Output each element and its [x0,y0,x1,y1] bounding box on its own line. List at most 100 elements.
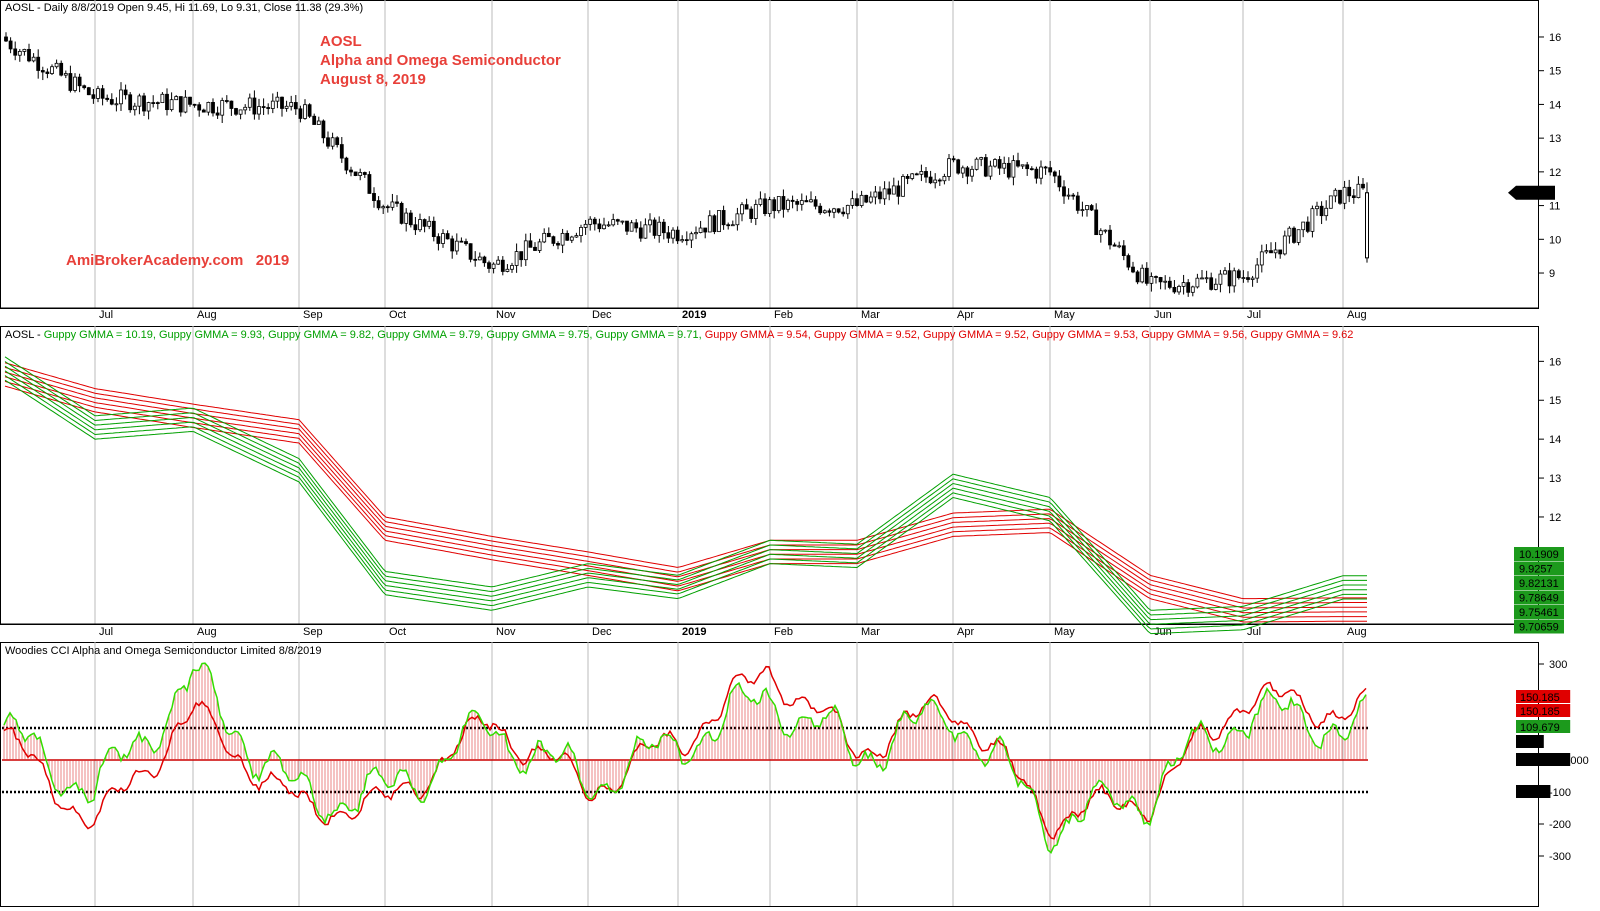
candle-body [602,224,606,230]
candle-body [50,66,54,74]
candle [82,84,87,90]
candle [169,92,174,112]
candle [385,204,390,213]
candle [1209,272,1214,291]
candle [1121,240,1126,261]
candle-body [1356,183,1361,199]
candle-body [473,258,478,261]
cci-value-label: 150.185 [1520,706,1560,718]
candle [174,95,179,101]
gmma-value-box [1514,590,1564,605]
candle [1103,229,1108,234]
candle-body [468,243,473,260]
candle [956,158,961,175]
candle [901,174,905,197]
candle [1296,229,1301,246]
gmma-label: Guppy GMMA = 9.79, [377,329,486,341]
candle [629,220,634,232]
x-tick-label: Dec [592,309,612,321]
candle-body [1011,160,1016,178]
candle-body [183,96,188,113]
candle [220,97,225,123]
cci-value-tag: 150.185 [1516,704,1571,718]
candle [1025,161,1030,176]
candle-body [629,222,634,232]
candle-body [1273,249,1278,254]
candle-body [942,176,947,182]
y-tick-label: -100 [1549,787,1571,799]
candle [551,235,556,247]
candle [671,227,675,244]
gmma-value-tag: 9.70659 [1514,619,1564,634]
candle-body [238,109,243,115]
candle [1200,270,1204,280]
candle-body [243,106,248,111]
candle [1347,179,1352,203]
candle-body [123,89,128,96]
candle-body [583,223,588,228]
candle-body [588,218,593,225]
candle-body [128,94,133,111]
candle [404,208,409,232]
candle-body [1259,251,1264,266]
candle [160,92,165,104]
candle [537,238,542,254]
y-tick-label: -200 [1549,819,1571,831]
gmma-label: Guppy GMMA = 9.93, [159,329,268,341]
candle [1319,201,1324,225]
candle-body [565,232,570,241]
candle-body [928,176,933,184]
candle [321,119,326,144]
candle [634,219,639,233]
candle [450,235,455,259]
candle-body [615,219,620,222]
candle [528,233,533,248]
candle-body [431,220,436,237]
x-tick-label: Oct [389,626,406,638]
candle-body [1204,277,1209,280]
x-tick-label: Mar [861,309,880,321]
candle [1227,262,1232,294]
x-tick-label: Jun [1154,309,1172,321]
candle [339,137,344,163]
candle [781,189,786,218]
candle-body [620,220,625,223]
candle-body [786,199,790,210]
gmma-panel: 16151413121110.19099.92579.821319.786499… [4,356,1564,635]
candle [749,206,754,223]
candle [1085,205,1089,217]
candle [146,101,151,120]
candle-body [519,251,524,261]
candle-body [1108,229,1112,246]
y-tick-label: 15 [1549,395,1561,407]
candle [1287,226,1292,244]
candle [293,95,298,115]
candle-body [1126,255,1131,268]
candle-body [459,240,464,243]
candle-body [1158,277,1163,283]
candle [891,177,896,195]
candle [735,207,740,231]
candle [312,113,317,125]
candle-body [1112,244,1117,247]
candle-body [947,158,951,177]
candle-body [611,219,616,226]
candle [229,100,234,116]
x-tick-label: 2019 [682,309,706,321]
candle [625,220,629,235]
candle [928,170,933,185]
candle-body [1315,205,1319,210]
candle [767,196,772,217]
candle-body [937,179,942,182]
candle [1324,200,1329,221]
gmma-label: Guppy GMMA = 9.75, [486,329,595,341]
candle-body [1218,273,1223,285]
candle-body [252,97,257,115]
candle-body [1301,221,1306,231]
candle-body [1296,229,1301,243]
gmma-value-tag: 9.82131 [1514,576,1564,590]
candle [827,208,832,217]
candle [648,213,652,233]
y-tick-label: 16 [1549,356,1561,368]
price-panel: 16 15 14 13 12 11 10 9 11.38 [4,32,1561,297]
